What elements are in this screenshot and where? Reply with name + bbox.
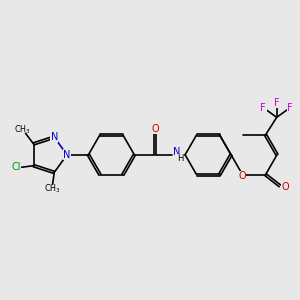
Text: O: O [151,124,159,134]
Text: F: F [287,103,293,113]
Text: N: N [63,150,71,160]
Text: CH$_3$: CH$_3$ [14,123,31,136]
Text: CH$_3$: CH$_3$ [44,183,61,195]
Text: F: F [274,98,280,108]
Text: N: N [173,147,180,157]
Text: O: O [238,171,246,181]
Text: H: H [178,154,184,163]
Text: O: O [281,182,289,193]
Text: N: N [50,132,58,142]
Text: F: F [260,103,266,113]
Text: Cl: Cl [11,162,21,172]
